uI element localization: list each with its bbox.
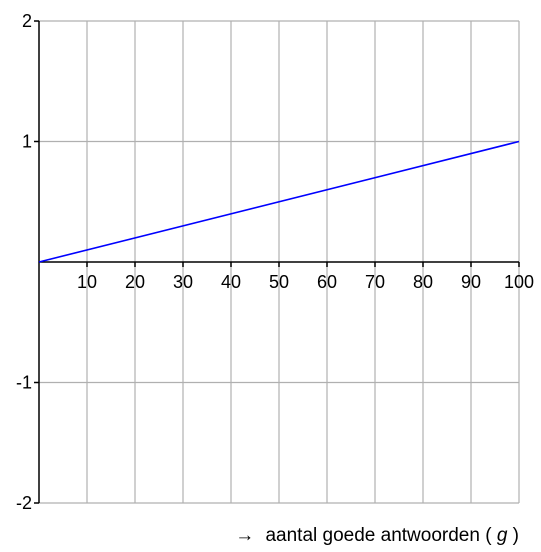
x-tick-label: 20	[125, 272, 145, 292]
x-axis-label-arrow: →	[235, 525, 254, 546]
x-tick-label: 70	[365, 272, 385, 292]
y-tick-label: -1	[16, 373, 32, 393]
x-axis-label-close: )	[513, 525, 519, 546]
x-tick-label: 80	[413, 272, 433, 292]
x-tick-label: 60	[317, 272, 337, 292]
y-tick-label: 1	[22, 132, 32, 152]
x-tick-label: 90	[461, 272, 481, 292]
x-tick-label: 30	[173, 272, 193, 292]
series-line	[38, 140, 520, 263]
x-tick-label: 40	[221, 272, 241, 292]
series	[38, 140, 520, 263]
x-tick-label: 10	[77, 272, 97, 292]
axes	[34, 20, 520, 504]
y-tick-label: -2	[16, 493, 32, 513]
x-axis-label: → aantal goede antwoorden ( g )	[235, 525, 519, 546]
x-tick-label: 100	[504, 272, 534, 292]
x-tick-label: 50	[269, 272, 289, 292]
y-tick-label: 2	[22, 11, 32, 31]
x-axis-label-variable: g	[497, 525, 508, 546]
x-axis-label-text: aantal goede antwoorden (	[265, 525, 492, 546]
tick-labels: 10 20 30 40 50 60 70 80 90 100 2 1 -1 -2	[16, 11, 534, 513]
